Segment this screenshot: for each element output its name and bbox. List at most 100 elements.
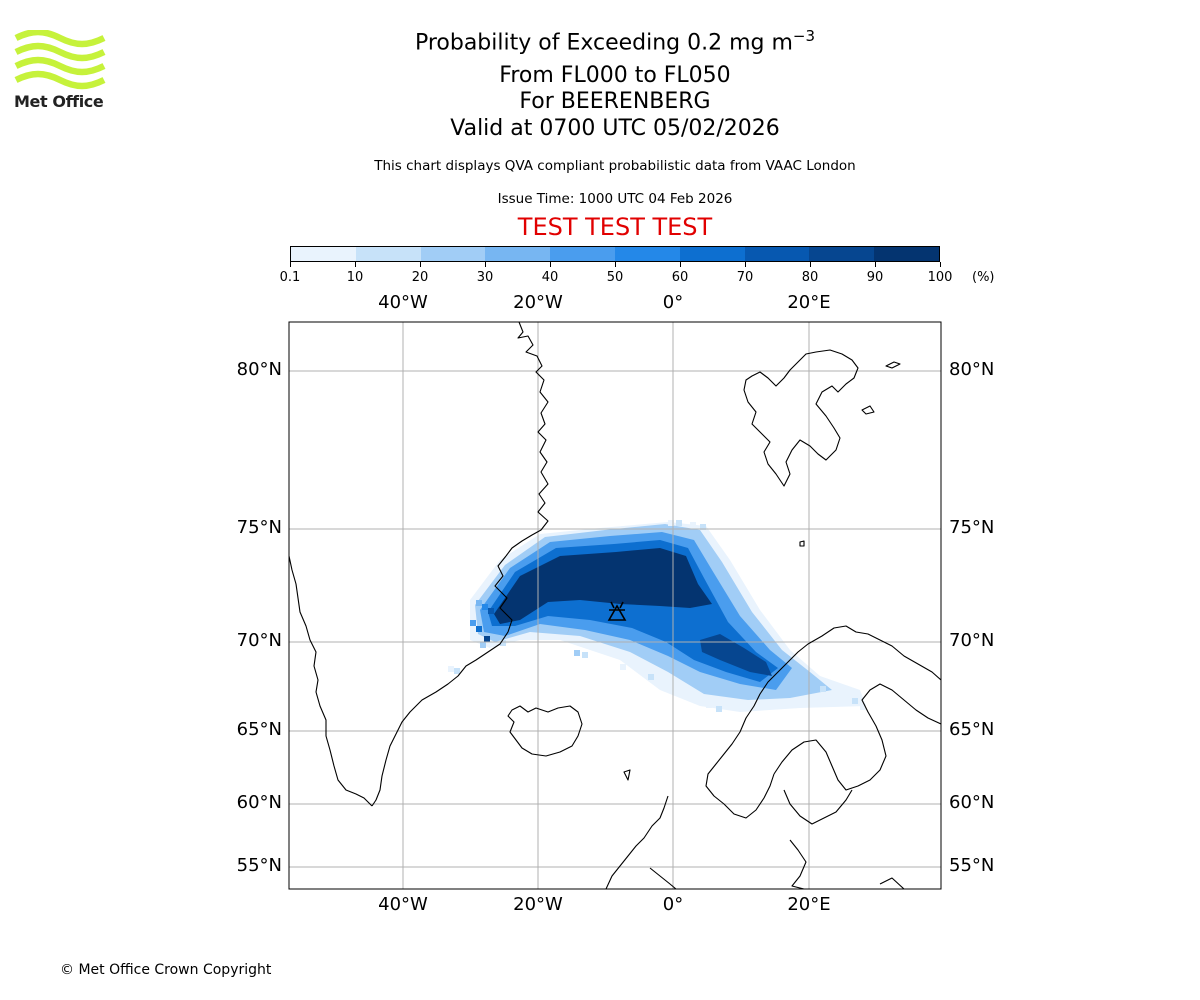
plume-cell	[480, 642, 486, 648]
plume-cell	[668, 520, 674, 526]
colorbar-tick	[289, 262, 291, 267]
lon-label: 0°	[662, 894, 684, 915]
coast-sweden-south	[783, 789, 853, 825]
plume-cell	[574, 650, 580, 656]
plume-cell	[500, 640, 506, 646]
colorbar-segment	[614, 247, 680, 261]
plume-band	[494, 548, 712, 624]
colorbar-segment	[485, 247, 551, 261]
colorbar-segment	[291, 247, 356, 261]
flight-level-range: From FL000 to FL050	[499, 63, 731, 88]
colorbar	[290, 246, 940, 262]
colorbar-tick-label: 90	[866, 270, 884, 285]
lon-label: 0°	[662, 292, 684, 313]
coast-greenland-west	[289, 555, 373, 807]
lon-label: 20°W	[513, 292, 563, 313]
colorbar-tick-label: 50	[606, 270, 624, 285]
map-frame	[288, 321, 942, 890]
plume-cell	[454, 668, 460, 674]
colorbar-tick-label: 20	[411, 270, 429, 285]
plume-cell	[648, 674, 654, 680]
colorbar-tick-label: 80	[801, 270, 819, 285]
plume-cell	[706, 702, 712, 708]
plume-cell	[470, 620, 476, 626]
colorbar-tick-label: 40	[541, 270, 559, 285]
coast-estonia	[879, 877, 905, 889]
coast-kvitoya	[885, 361, 901, 369]
plume-band	[700, 634, 772, 676]
lat-label: 75°N	[949, 517, 995, 538]
plume-cell	[476, 600, 482, 606]
lon-label: 20°E	[787, 894, 831, 915]
coastlines	[289, 322, 941, 889]
logo-waves-icon	[14, 30, 106, 90]
valid-time: Valid at 0700 UTC 05/02/2026	[450, 116, 780, 141]
colorbar-segment	[420, 247, 486, 261]
chart-description: This chart displays QVA compliant probab…	[374, 158, 856, 174]
plume-cell	[620, 664, 626, 670]
lat-label: 75°N	[236, 517, 282, 538]
lon-label: 20°W	[513, 894, 563, 915]
plume-cell	[488, 608, 494, 614]
colorbar-segment	[809, 247, 875, 261]
colorbar-tick	[484, 262, 486, 267]
plume-cell	[716, 706, 722, 712]
colorbar-tick	[939, 262, 941, 267]
colorbar-tick	[809, 262, 811, 267]
coast-svalbard-islet	[861, 405, 875, 415]
coast-greenland-north	[505, 322, 549, 557]
lat-label: 55°N	[236, 855, 282, 876]
lon-label: 40°W	[378, 292, 428, 313]
volcano-name: For BEERENBERG	[519, 89, 711, 114]
lat-label: 65°N	[236, 719, 282, 740]
colorbar-tick-label: 60	[671, 270, 689, 285]
coast-faroes	[623, 769, 631, 781]
lon-label: 20°E	[787, 292, 831, 313]
colorbar-unit: (%)	[972, 270, 995, 285]
colorbar-tick-label: 0.1	[279, 270, 301, 285]
lon-label: 40°W	[378, 894, 428, 915]
coast-greenland-east	[371, 555, 513, 807]
plume-cell	[700, 524, 706, 530]
colorbar-tick	[354, 262, 356, 267]
plume-cell	[484, 636, 490, 642]
plume-cell	[582, 652, 588, 658]
colorbar-segment	[550, 247, 615, 261]
copyright-notice: © Met Office Crown Copyright	[60, 962, 272, 978]
colorbar-tick	[419, 262, 421, 267]
plume-cell	[852, 698, 858, 704]
coast-denmark	[789, 839, 807, 889]
plume-cell	[860, 704, 866, 710]
coast-baltic	[773, 683, 941, 791]
plume-cell	[690, 522, 696, 528]
colorbar-segment	[679, 247, 745, 261]
plume-cell	[836, 694, 842, 700]
ash-probability-plume	[448, 520, 866, 712]
issue-time: Issue Time: 1000 UTC 04 Feb 2026	[497, 191, 733, 207]
chart-title: Probability of Exceeding 0.2 mg m−3	[414, 27, 816, 56]
lat-label: 70°N	[236, 630, 282, 651]
test-banner: TEST TEST TEST	[517, 213, 713, 241]
colorbar-tick-label: 100	[927, 270, 953, 285]
coast-norway	[705, 625, 941, 819]
colorbar-tick	[614, 262, 616, 267]
plume-cell	[820, 686, 826, 692]
plume-cell	[676, 520, 682, 526]
met-office-logo	[14, 30, 106, 90]
colorbar-tick	[744, 262, 746, 267]
lat-label: 80°N	[236, 359, 282, 380]
colorbar-segment	[355, 247, 421, 261]
colorbar-tick-label: 70	[736, 270, 754, 285]
colorbar-segment	[874, 247, 939, 261]
lat-label: 60°N	[236, 792, 282, 813]
lat-label: 80°N	[949, 359, 995, 380]
coast-svalbard	[743, 349, 859, 487]
lat-label: 65°N	[949, 719, 995, 740]
colorbar-tick	[874, 262, 876, 267]
colorbar-segment	[744, 247, 810, 261]
colorbar-tick	[549, 262, 551, 267]
plume-cell	[476, 626, 482, 632]
lat-label: 70°N	[949, 630, 995, 651]
lat-label: 55°N	[949, 855, 995, 876]
